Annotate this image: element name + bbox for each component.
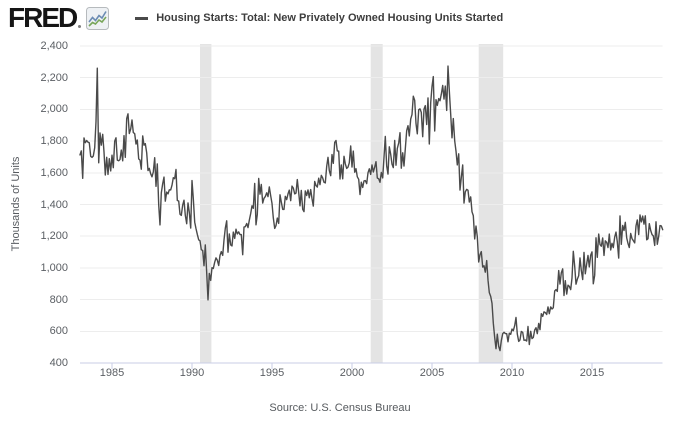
y-tick-label: 2,400 — [40, 40, 68, 52]
y-tick-label: 2,200 — [40, 72, 68, 84]
x-tick-label: 2010 — [499, 367, 525, 379]
recession-band — [200, 44, 212, 363]
x-tick-label: 2015 — [579, 367, 605, 379]
recession-band — [370, 44, 383, 363]
x-tick-label: 1990 — [179, 367, 205, 379]
y-tick-label: 600 — [49, 325, 68, 337]
x-tick-label: 2000 — [339, 367, 365, 379]
y-tick-label: 1,400 — [40, 199, 68, 211]
chart-header: FRED Housing Starts: Total: New Privatel… — [8, 4, 503, 32]
fred-sparkline-icon — [86, 6, 110, 30]
x-tick-label: 1995 — [259, 367, 285, 379]
y-tick-label: 1,600 — [40, 167, 68, 179]
y-axis-tick-labels: 400 600 800 1,000 1,200 1,400 1,600 1,800 2,000 2… — [12, 0, 68, 424]
y-tick-label: 1,800 — [40, 135, 68, 147]
y-tick-label: 1,000 — [40, 262, 68, 274]
series-title: Housing Starts: Total: New Privately Own… — [156, 12, 504, 24]
fred-logo-text: FRED — [8, 2, 78, 33]
y-tick-label: 800 — [49, 294, 68, 306]
y-tick-label: 400 — [49, 357, 68, 369]
recession-band — [478, 44, 504, 363]
x-tick-label: 2005 — [419, 367, 445, 379]
fred-logo-registered-dot — [78, 24, 82, 28]
series-legend: Housing Starts: Total: New Privately Own… — [109, 12, 503, 24]
y-tick-label: 2,000 — [40, 103, 68, 115]
series-line-swatch — [135, 16, 149, 20]
x-tick-label: 1985 — [99, 367, 125, 379]
y-tick-label: 1,200 — [40, 230, 68, 242]
source-note: Source: U.S. Census Bureau — [269, 402, 411, 414]
data-line[interactable] — [79, 65, 664, 352]
fred-logo[interactable]: FRED — [8, 2, 110, 33]
